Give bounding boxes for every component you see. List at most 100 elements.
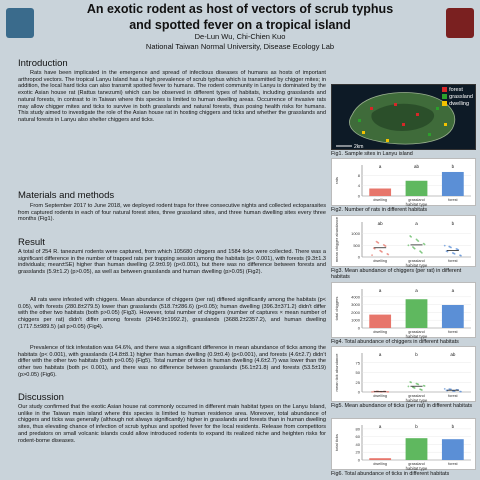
- y-tick-label: 4000: [351, 294, 361, 299]
- bar-dwelling: [369, 458, 392, 460]
- bar-dwelling: [369, 188, 392, 196]
- legend-forest-label: forest: [449, 87, 463, 93]
- x-axis-label: habitat type: [406, 334, 428, 339]
- forest-site-marker: [416, 113, 419, 116]
- significance-letter: b: [415, 352, 418, 357]
- point-dwelling: [375, 240, 378, 243]
- significance-letter: ab: [414, 164, 420, 169]
- x-tick-label: grassland: [408, 259, 424, 263]
- x-tick-label: forest: [448, 259, 458, 263]
- x-tick-label: dwelling: [373, 198, 387, 202]
- intro-heading: Introduction: [18, 58, 68, 69]
- point-grassland: [419, 388, 421, 391]
- bar-grassland: [405, 299, 428, 328]
- forest-site-marker: [394, 103, 397, 106]
- scale-label: 2km: [354, 144, 363, 150]
- dwelling-site-marker: [386, 139, 389, 142]
- x-tick-label: forest: [448, 394, 458, 398]
- significance-letter: a: [379, 352, 382, 357]
- bar-forest: [441, 439, 464, 460]
- y-tick-label: 1000: [351, 231, 361, 236]
- y-tick-label: 40: [356, 442, 361, 447]
- point-grassland: [412, 246, 414, 248]
- significance-letter: a: [415, 288, 418, 293]
- point-dwelling: [371, 391, 373, 393]
- point-grassland: [409, 381, 412, 383]
- significance-letter: b: [452, 164, 455, 169]
- lab-logo: [446, 8, 474, 38]
- x-tick-label: forest: [448, 198, 458, 202]
- fig2-chart: 0 4 8 rats habitat type dwelling a grassland ab f…: [331, 158, 476, 207]
- y-tick-label: 0: [358, 458, 361, 463]
- point-dwelling: [386, 252, 389, 255]
- y-tick-label: 20: [356, 450, 361, 455]
- methods-heading: Materials and methods: [18, 190, 115, 201]
- y-axis-label: total chiggers: [334, 297, 339, 321]
- y-tick-label: 0: [358, 390, 361, 395]
- point-forest: [459, 254, 461, 257]
- x-tick-label: forest: [448, 462, 458, 466]
- fig1-caption: Fig1. Sample sites in Lanyu island: [331, 151, 413, 157]
- x-axis-label: habitat type: [406, 202, 428, 207]
- point-forest: [443, 387, 446, 390]
- lanyu-map: 2km forest grassland dwelling: [331, 84, 476, 150]
- y-axis-label: mean tick abundance: [334, 353, 339, 392]
- y-tick-label: 0: [358, 326, 361, 331]
- grassland-site-marker: [436, 107, 439, 110]
- significance-letter: ab: [450, 352, 456, 357]
- university-logo: [6, 8, 34, 38]
- legend-dwelling: dwelling: [442, 101, 473, 108]
- legend-grassland-label: grassland: [449, 94, 473, 100]
- fig5-chart: 0 25 50 75 mean tick abundance habitat type dw…: [331, 346, 476, 403]
- y-axis-label: total ticks: [334, 434, 339, 451]
- significance-letter: a: [415, 221, 418, 226]
- point-forest: [451, 252, 454, 254]
- y-tick-label: 3000: [351, 302, 361, 307]
- y-tick-label: 80: [356, 426, 361, 431]
- fig6-caption: Fig6. Total abundance of ticks in differ…: [331, 471, 450, 477]
- x-tick-label: grassland: [408, 462, 424, 466]
- bar-grassland: [405, 438, 428, 460]
- x-tick-label: grassland: [408, 394, 424, 398]
- discussion-heading: Discussion: [18, 392, 64, 403]
- fig6-chart: 0 20 40 60 80 total ticks habitat type dwelling…: [331, 418, 476, 471]
- poster-title-line1: An exotic rodent as host of vectors of s…: [86, 2, 394, 16]
- point-forest: [448, 245, 451, 248]
- point-grassland: [407, 244, 410, 247]
- fig4-chart: 0 1000 2000 3000 4000 total chiggers habitat t…: [331, 282, 476, 339]
- point-grassland: [415, 238, 418, 241]
- point-forest: [459, 390, 461, 393]
- point-grassland: [409, 235, 412, 237]
- fig4-caption: Fig4. Total abundance of chiggers in dif…: [331, 339, 459, 345]
- y-tick-label: 25: [356, 380, 361, 385]
- point-grassland: [419, 250, 421, 253]
- point-dwelling: [382, 243, 385, 246]
- y-tick-label: 4: [358, 183, 361, 188]
- result-paragraph-1: A total of 254 R. tanezumi rodents were …: [18, 249, 326, 276]
- result-paragraph-3: Prevalence of tick infestation was 64.6%…: [18, 345, 326, 378]
- forest-site-marker: [402, 123, 405, 126]
- x-tick-label: dwelling: [373, 259, 387, 263]
- affiliation: National Taiwan Normal University, Disea…: [145, 42, 335, 51]
- point-grassland: [407, 385, 410, 388]
- bar-forest: [441, 304, 464, 328]
- significance-letter: a: [379, 288, 382, 293]
- x-axis-label: habitat type: [406, 466, 428, 471]
- point-forest: [448, 388, 451, 391]
- x-tick-label: grassland: [408, 330, 424, 334]
- discussion-text: Our study confirmed that the exotic Asia…: [18, 404, 326, 444]
- intro-text: Rats have been implicated in the emergen…: [18, 70, 326, 123]
- y-tick-label: 60: [356, 434, 361, 439]
- y-tick-label: 500: [353, 243, 360, 248]
- fig3-chart: 0 500 1000 mean chigger abundance habitat ty…: [331, 215, 476, 268]
- y-axis-label: rats: [334, 177, 339, 184]
- y-tick-label: 1000: [351, 318, 361, 323]
- point-dwelling: [372, 390, 375, 393]
- significance-letter: a: [379, 424, 382, 429]
- map-legend: forest grassland dwelling: [442, 87, 473, 108]
- legend-dwelling-label: dwelling: [449, 101, 470, 107]
- y-tick-label: 8: [358, 173, 361, 178]
- point-dwelling: [386, 390, 389, 393]
- point-dwelling: [379, 249, 382, 252]
- fig2-caption: Fig2. Number of rats in different habita…: [331, 207, 428, 213]
